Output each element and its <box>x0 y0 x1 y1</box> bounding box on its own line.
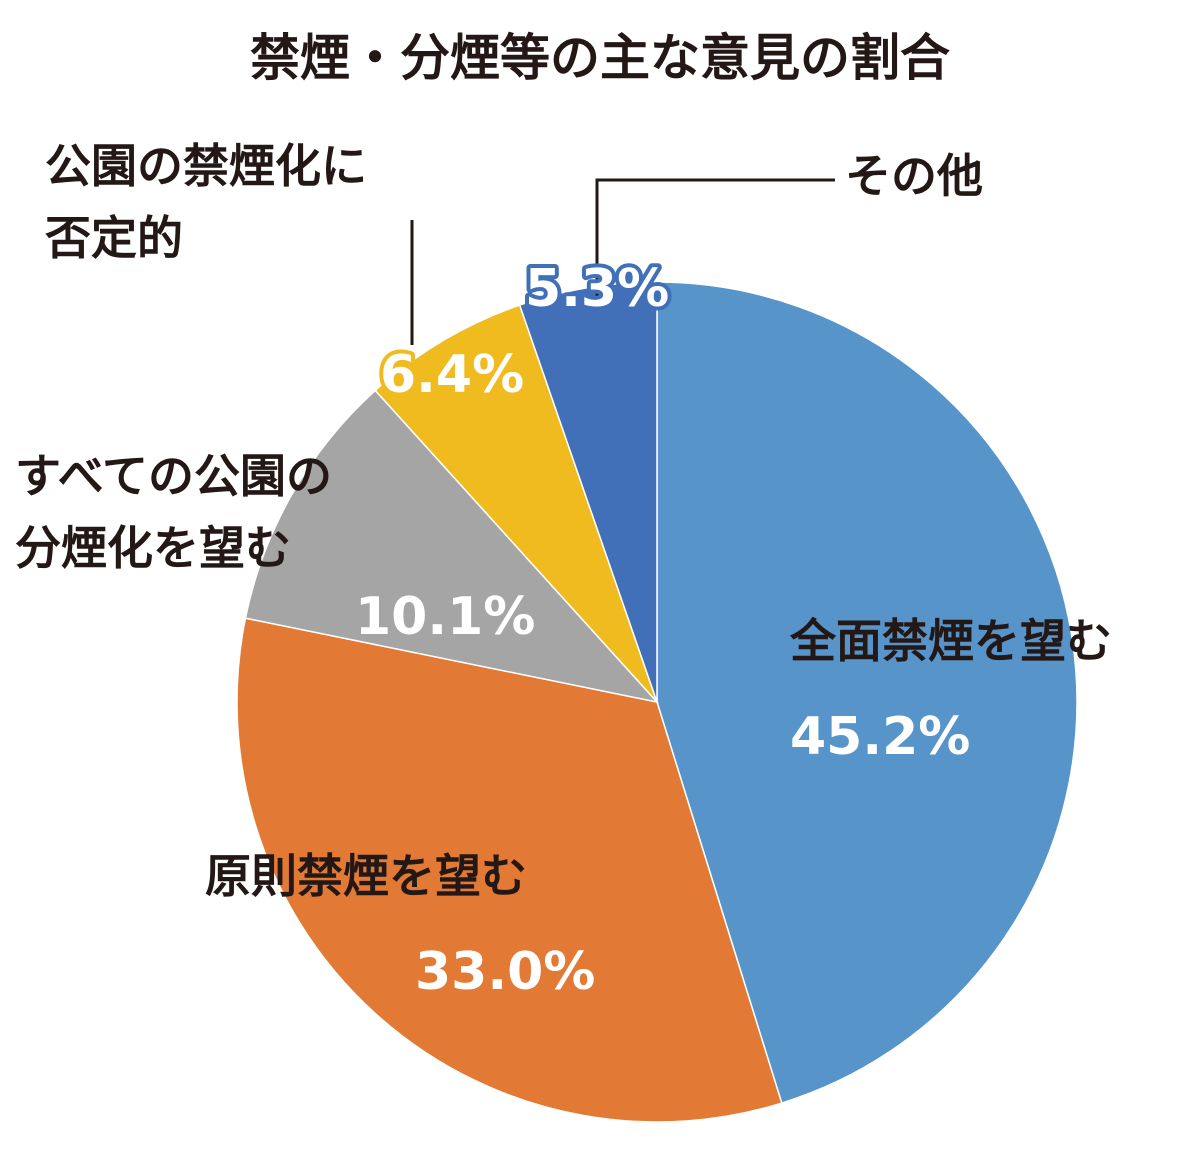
slice-label: すべての公園の 分煙化を望む <box>15 449 332 575</box>
chart-title: 禁煙・分煙等の主な意見の割合 <box>250 29 950 87</box>
slice-label: 公園の禁煙化に 否定的 <box>45 139 367 265</box>
slice-label: 原則禁煙を望む <box>205 849 527 903</box>
pie-slice <box>244 389 660 704</box>
pie-slice <box>374 304 658 703</box>
value-label: 45.2% <box>790 707 970 767</box>
leader-line <box>595 178 835 300</box>
slice-label: 全面禁煙を望む <box>790 614 1112 668</box>
slice-label: その他 <box>845 149 983 203</box>
pie-slice <box>236 617 783 1123</box>
pie-slice <box>656 281 1078 1104</box>
pie-slice <box>518 281 658 703</box>
value-label: 5.3% <box>525 259 669 319</box>
value-label: 10.1% <box>355 587 535 647</box>
value-label: 6.4% <box>380 345 524 405</box>
value-label: 33.0% <box>415 942 595 1002</box>
